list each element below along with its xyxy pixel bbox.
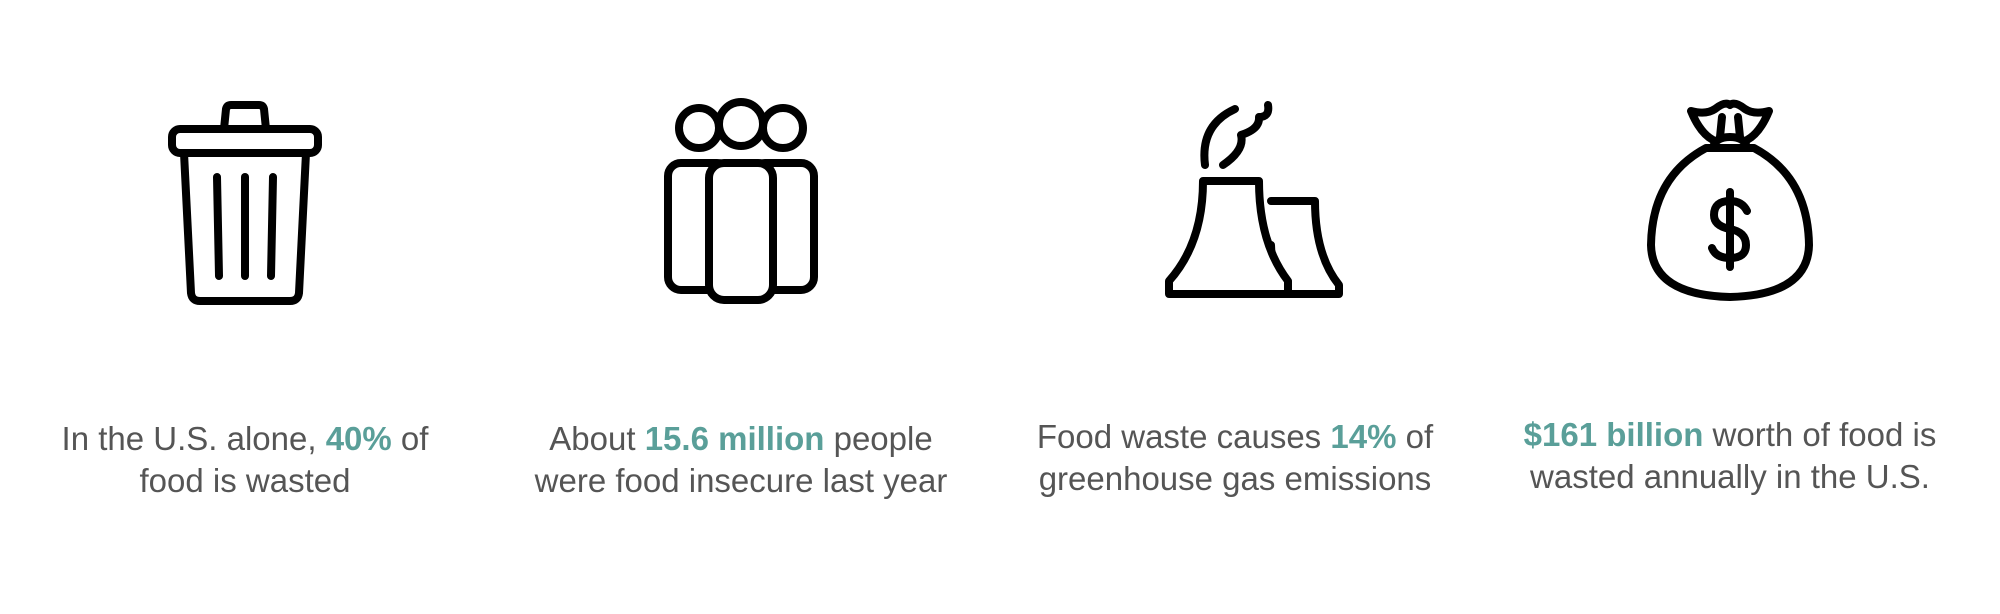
stat-food-insecure: About 15.6 million people were food inse… — [521, 0, 961, 614]
stat-highlight: 14% — [1330, 418, 1397, 455]
stat-highlight: 15.6 million — [644, 420, 825, 457]
people-group-icon — [521, 95, 961, 310]
trash-can-icon — [25, 95, 465, 310]
stat-food-wasted: In the U.S. alone, 40% of food is wasted — [25, 0, 465, 614]
stat-caption: About 15.6 million people were food inse… — [534, 420, 948, 499]
factory-emissions-icon — [1015, 95, 1455, 310]
money-bag-icon — [1510, 95, 1950, 310]
stat-caption: In the U.S. alone, 40% of food is wasted — [61, 420, 429, 499]
stat-emissions: Food waste causes 14% of greenhouse gas … — [1015, 0, 1455, 614]
stat-highlight: 40% — [325, 420, 392, 457]
stat-caption: $161 billion worth of food is wasted ann… — [1523, 416, 1937, 495]
stat-highlight: $161 billion — [1523, 416, 1704, 453]
stat-money-wasted: $161 billion worth of food is wasted ann… — [1510, 0, 1950, 614]
stat-caption: Food waste causes 14% of greenhouse gas … — [1036, 418, 1434, 497]
